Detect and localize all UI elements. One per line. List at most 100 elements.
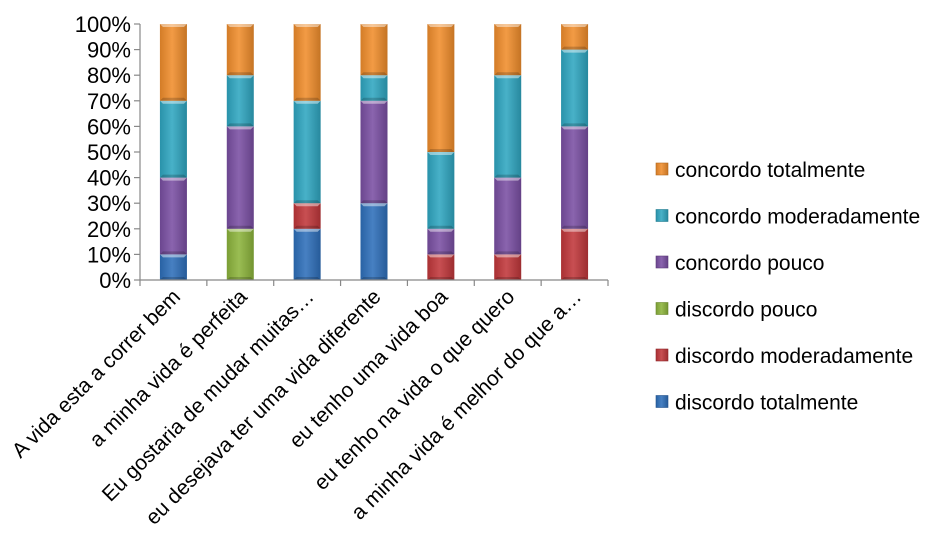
legend-swatch (655, 302, 669, 315)
bar-segment (159, 24, 187, 101)
y-tick-label: 70% (87, 89, 131, 114)
bar-segment (561, 49, 589, 127)
bar-segment (561, 126, 589, 229)
bar-segment (494, 75, 522, 178)
bar-bevel (494, 24, 522, 27)
bar-bevel (427, 277, 455, 280)
y-tick-label: 50% (87, 140, 131, 165)
y-tick-label: 30% (87, 191, 131, 216)
bar-bevel (159, 97, 187, 101)
bar-bevel (360, 72, 388, 76)
y-tick-label: 90% (87, 38, 131, 63)
bar-segment (360, 75, 388, 101)
bar-bevel (427, 149, 455, 152)
bar-bevel (494, 251, 522, 255)
y-tick-label: 100% (75, 12, 131, 37)
y-tick-label: 10% (87, 242, 131, 267)
bar-segment (561, 24, 589, 50)
bar-bevel (226, 123, 254, 127)
bar-segment (226, 126, 254, 229)
bar-bevel (427, 225, 455, 229)
bar-bevel (293, 200, 321, 204)
legend-swatch (655, 255, 669, 269)
bar-bevel (159, 251, 187, 255)
bar-bevel (159, 177, 187, 181)
legend-label: discordo pouco (675, 299, 817, 322)
bar-segment (427, 24, 455, 152)
y-tick-label: 40% (87, 166, 131, 191)
y-axis: 0%10%20%30%40%50%60%70%80%90%100% (75, 12, 141, 293)
bar-bevel (226, 72, 254, 76)
bar-bevel (226, 126, 254, 130)
bar-bevel (159, 100, 187, 104)
bar-bevel (360, 24, 388, 27)
bar-bevel (293, 97, 321, 101)
bar-bevel (293, 225, 321, 229)
legend-label: concordo totalmente (675, 159, 865, 182)
bar-segment (159, 254, 187, 280)
bar-bevel (159, 174, 187, 178)
bar-bevel (360, 97, 388, 101)
bar-bevel (494, 72, 522, 76)
bar-segment (293, 24, 321, 101)
bar-bevel (293, 277, 321, 280)
legend-swatch (655, 162, 669, 176)
bar-segment (293, 100, 321, 204)
bar-bevel (561, 24, 589, 27)
bar-bevel (561, 225, 589, 229)
bar-bevel (561, 228, 589, 232)
bar-bevel (159, 277, 187, 280)
bar-bevel (561, 46, 589, 50)
bar-segment (494, 177, 522, 255)
bar-bevel (360, 100, 388, 104)
bar-segment (159, 177, 187, 255)
bar-segment (360, 100, 388, 204)
legend-label: concordo moderadamente (675, 206, 920, 229)
bar-bevel (226, 225, 254, 229)
bar-segment (360, 24, 388, 76)
bar-segment (226, 228, 254, 280)
legend-label: concordo pouco (675, 252, 824, 275)
bar-segment (427, 152, 455, 229)
bar-bevel (360, 203, 388, 207)
bar-bevel (159, 254, 187, 258)
bar-bevel (360, 200, 388, 204)
bars (159, 24, 589, 280)
legend-swatch (655, 395, 669, 408)
bar-bevel (293, 228, 321, 232)
bar-bevel (494, 75, 522, 79)
bar-segment (159, 100, 187, 178)
y-tick-label: 60% (87, 114, 131, 139)
legend-swatch (655, 348, 669, 362)
bar-bevel (561, 277, 589, 280)
y-tick-label: 20% (87, 217, 131, 242)
bar-segment (494, 254, 522, 280)
bar-bevel (427, 251, 455, 255)
legend-label: discordo moderadamente (675, 345, 913, 368)
bar-segment (226, 75, 254, 127)
bar-bevel (427, 228, 455, 232)
bar-segment (494, 24, 522, 76)
bar-bevel (494, 254, 522, 258)
bar-bevel (427, 24, 455, 27)
bar-segment (360, 203, 388, 280)
legend-swatch (655, 209, 669, 222)
legend-label: discordo totalmente (675, 392, 858, 415)
bar-bevel (293, 24, 321, 27)
bar-segment (427, 254, 455, 280)
y-tick-label: 0% (99, 268, 131, 293)
bar-bevel (293, 203, 321, 207)
bar-segment (561, 228, 589, 280)
bar-bevel (561, 123, 589, 127)
bar-bevel (494, 177, 522, 181)
y-tick-label: 80% (87, 63, 131, 88)
legend: concordo totalmente concordo moderadament… (655, 159, 920, 415)
bar-bevel (226, 228, 254, 232)
bar-segment (293, 228, 321, 280)
bar-bevel (360, 75, 388, 79)
bar-segment (293, 203, 321, 229)
bar-bevel (159, 24, 187, 27)
bar-bevel (427, 254, 455, 258)
